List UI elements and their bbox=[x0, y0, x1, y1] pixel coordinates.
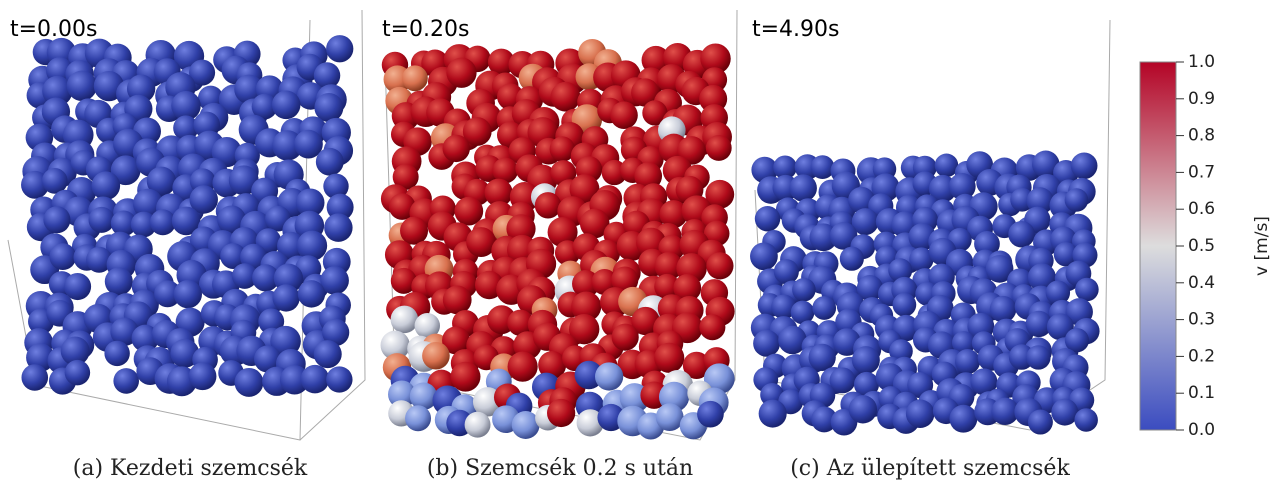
tick-label: 0.2 bbox=[1188, 346, 1215, 366]
particle bbox=[43, 206, 70, 233]
particle bbox=[89, 207, 115, 233]
particle bbox=[443, 135, 470, 162]
tick-label: 0.4 bbox=[1188, 273, 1215, 293]
time-label: t=0.00s bbox=[10, 17, 98, 42]
particle bbox=[893, 293, 917, 317]
particle bbox=[422, 342, 450, 370]
particle bbox=[451, 362, 481, 392]
particle bbox=[301, 365, 330, 394]
particle bbox=[750, 242, 778, 270]
particle bbox=[298, 280, 325, 307]
particle bbox=[65, 360, 90, 385]
particle bbox=[405, 405, 431, 431]
particle bbox=[955, 349, 980, 374]
particle bbox=[551, 82, 581, 112]
particle bbox=[852, 346, 880, 374]
particle bbox=[755, 206, 780, 231]
particle bbox=[1051, 399, 1078, 426]
particle bbox=[326, 366, 352, 392]
tick-label: 0.7 bbox=[1188, 162, 1215, 182]
particle bbox=[789, 174, 816, 201]
particle bbox=[49, 243, 76, 270]
particle bbox=[990, 296, 1017, 323]
particle bbox=[272, 284, 299, 311]
particle bbox=[324, 213, 352, 241]
particles bbox=[21, 35, 1100, 439]
particle bbox=[1026, 345, 1050, 369]
particle bbox=[67, 71, 97, 101]
particle bbox=[535, 192, 561, 218]
caption: (a) Kezdeti szemcsék bbox=[73, 456, 308, 481]
colorbar bbox=[1140, 62, 1176, 430]
particle bbox=[774, 259, 799, 284]
particle bbox=[654, 343, 684, 373]
particle bbox=[1075, 278, 1099, 302]
particle bbox=[91, 171, 120, 200]
particle bbox=[443, 285, 472, 314]
tick-label: 0.0 bbox=[1188, 420, 1215, 440]
particle bbox=[21, 364, 48, 391]
particle bbox=[610, 101, 638, 129]
particle bbox=[840, 247, 864, 271]
tick-label: 0.8 bbox=[1188, 126, 1215, 146]
tick-label: 0.3 bbox=[1188, 310, 1215, 330]
particle bbox=[1065, 188, 1089, 212]
figure: t=0.00s (a) Kezdeti szemcsék t=0.20s (b) Sz… bbox=[0, 0, 1275, 487]
particle bbox=[508, 352, 538, 382]
particle bbox=[326, 35, 353, 62]
particle bbox=[612, 324, 639, 351]
particle bbox=[1071, 152, 1098, 179]
particle bbox=[400, 217, 428, 245]
particle bbox=[849, 395, 877, 423]
particle bbox=[402, 65, 428, 91]
particle bbox=[935, 154, 959, 178]
particle bbox=[105, 267, 133, 295]
particle bbox=[699, 314, 725, 340]
particle bbox=[446, 58, 476, 88]
particle bbox=[316, 148, 344, 176]
particle bbox=[792, 278, 816, 302]
particle bbox=[811, 155, 835, 179]
particle bbox=[949, 405, 977, 433]
particle bbox=[906, 399, 935, 428]
particle bbox=[656, 403, 684, 431]
particle bbox=[391, 306, 419, 334]
particle bbox=[1008, 221, 1035, 248]
particle bbox=[595, 362, 623, 390]
particle bbox=[753, 330, 780, 357]
particle bbox=[1074, 408, 1098, 432]
particle bbox=[759, 400, 787, 428]
particle bbox=[1028, 410, 1053, 435]
particle bbox=[314, 340, 342, 368]
particle bbox=[547, 399, 575, 427]
colorbar-label: v [m/s] bbox=[1252, 216, 1272, 276]
particle bbox=[706, 252, 733, 279]
particle bbox=[465, 412, 491, 438]
tick-label: 0.1 bbox=[1188, 383, 1215, 403]
particle bbox=[809, 344, 836, 371]
particle bbox=[812, 296, 836, 320]
particle bbox=[706, 135, 732, 161]
particle bbox=[235, 368, 264, 397]
particle bbox=[189, 362, 217, 390]
particle bbox=[104, 341, 129, 366]
particle bbox=[697, 401, 724, 428]
tick-label: 1.0 bbox=[1188, 52, 1215, 72]
particle bbox=[174, 280, 202, 308]
particle bbox=[272, 91, 301, 120]
caption: (b) Szemcsék 0.2 s után bbox=[427, 456, 693, 481]
tick-label: 0.9 bbox=[1188, 89, 1215, 109]
tick-label: 0.5 bbox=[1188, 236, 1215, 256]
time-label: t=0.20s bbox=[382, 17, 470, 42]
caption: (c) Az ülepített szemcsék bbox=[790, 456, 1070, 481]
particle bbox=[113, 368, 139, 394]
time-label: t=4.90s bbox=[752, 17, 840, 42]
tick-label: 0.6 bbox=[1188, 199, 1215, 219]
